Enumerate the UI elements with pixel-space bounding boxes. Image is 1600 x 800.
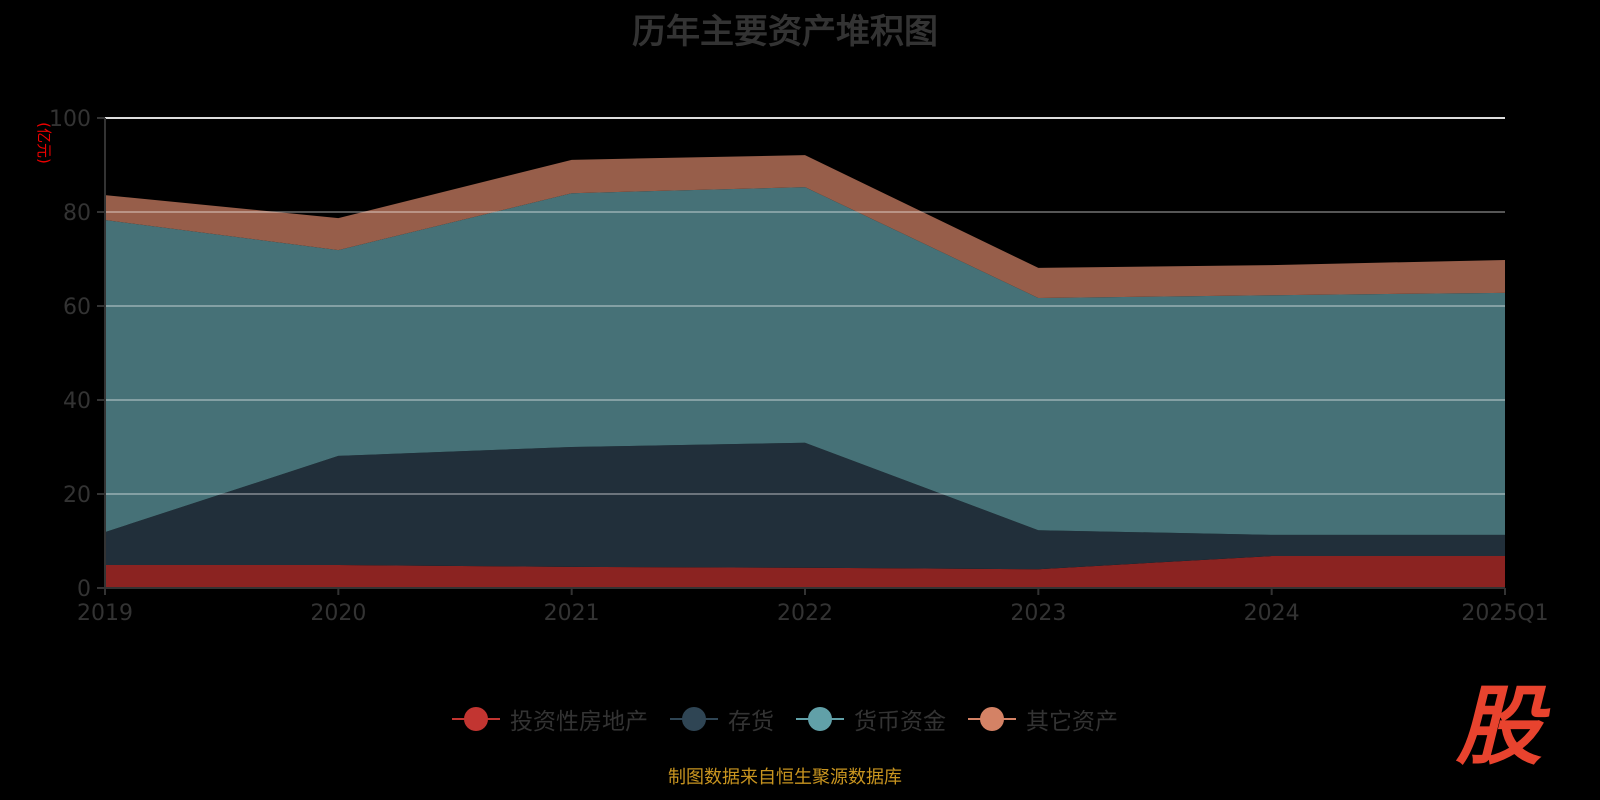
area-0: [105, 556, 1505, 588]
x-tick-label: 2022: [777, 601, 833, 626]
x-tick-label: 2020: [310, 601, 366, 626]
area-1: [105, 442, 1505, 570]
x-tick-label: 2023: [1010, 601, 1066, 626]
y-tick-label: 60: [63, 295, 91, 320]
area-3: [105, 155, 1505, 299]
legend-label: 存货: [728, 709, 774, 735]
y-tick-label: 40: [63, 389, 91, 414]
x-tick-label: 2019: [77, 601, 133, 626]
area-2: [105, 187, 1505, 535]
legend-label: 货币资金: [854, 709, 946, 735]
chart-title: 历年主要资产堆积图: [632, 12, 938, 52]
legend-marker-icon: [452, 707, 500, 731]
y-tick-label: 20: [63, 483, 91, 508]
y-tick-label: 100: [49, 107, 91, 132]
legend-marker-icon: [968, 707, 1016, 731]
legend-item[interactable]: 货币资金: [796, 702, 946, 736]
legend-item[interactable]: 存货: [670, 702, 774, 736]
y-axis-label: (亿元): [35, 122, 53, 164]
x-tick-label: 2024: [1244, 601, 1300, 626]
legend-label: 其它资产: [1026, 709, 1118, 735]
x-tick-label: 2021: [544, 601, 600, 626]
legend-marker-icon: [796, 707, 844, 731]
y-tick-label: 0: [77, 577, 91, 602]
legend-label: 投资性房地产: [510, 709, 648, 735]
x-tick-label: 2025Q1: [1461, 601, 1548, 626]
y-tick-label: 80: [63, 201, 91, 226]
legend-item[interactable]: 投资性房地产: [452, 702, 648, 736]
legend: 投资性房地产 存货 货币资金 其它资产: [0, 702, 1570, 736]
legend-marker-icon: [670, 707, 718, 731]
logo-watermark: 股: [1456, 677, 1542, 777]
source-note: 制图数据来自恒生聚源数据库: [668, 767, 902, 788]
legend-item[interactable]: 其它资产: [968, 702, 1118, 736]
